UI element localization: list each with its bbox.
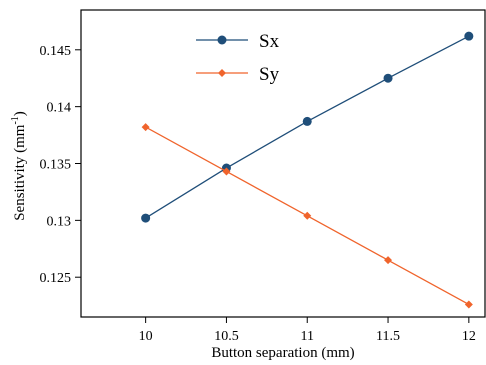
series-sy-point (464, 300, 473, 309)
plot-frame (80, 9, 486, 318)
x-tick-label: 11.5 (376, 329, 400, 344)
y-tick-label: 0.13 (47, 214, 72, 229)
series-sx-point (302, 116, 312, 126)
x-axis-title: Button separation (mm) (211, 345, 354, 361)
y-axis-title: Sensitivity (mm-1) (10, 111, 28, 221)
legend: Sx Sy (196, 31, 280, 85)
legend-marker-sy (218, 69, 226, 77)
series-sy-point (141, 123, 150, 132)
legend-item-sy: Sy (196, 64, 280, 85)
x-tick-label: 10 (139, 329, 153, 344)
ticks: 10 10.5 11 11.5 12 0.125 0.13 0.135 0.14 0.145 (40, 44, 476, 344)
y-axis-title-end: ) (12, 111, 28, 116)
legend-label-sy: Sy (259, 64, 280, 85)
series-sx-line (145, 35, 470, 219)
series-sx-point (383, 73, 393, 83)
legend-label-sx: Sx (259, 31, 280, 52)
x-tick-label: 11 (300, 329, 313, 344)
y-tick-label: 0.135 (40, 158, 72, 173)
series-sy (141, 123, 473, 309)
series-sx-point (141, 213, 151, 223)
x-tick-label: 12 (462, 329, 476, 344)
y-tick-label: 0.125 (40, 271, 72, 286)
y-tick-label: 0.14 (47, 101, 72, 116)
legend-marker-sx (217, 35, 227, 45)
y-axis-title-superscript: -1 (10, 116, 21, 124)
series-sy-point (303, 211, 312, 220)
series-layer (141, 31, 474, 309)
y-tick-label: 0.145 (40, 44, 72, 59)
x-tick-label: 10.5 (214, 329, 239, 344)
series-sx (141, 31, 474, 223)
series-sy-point (222, 167, 231, 176)
axes (80, 9, 486, 318)
series-sx-point (464, 31, 474, 41)
series-sy-point (384, 256, 393, 265)
legend-item-sx: Sx (196, 31, 280, 52)
y-axis-title-main: Sensitivity (mm (12, 124, 28, 221)
